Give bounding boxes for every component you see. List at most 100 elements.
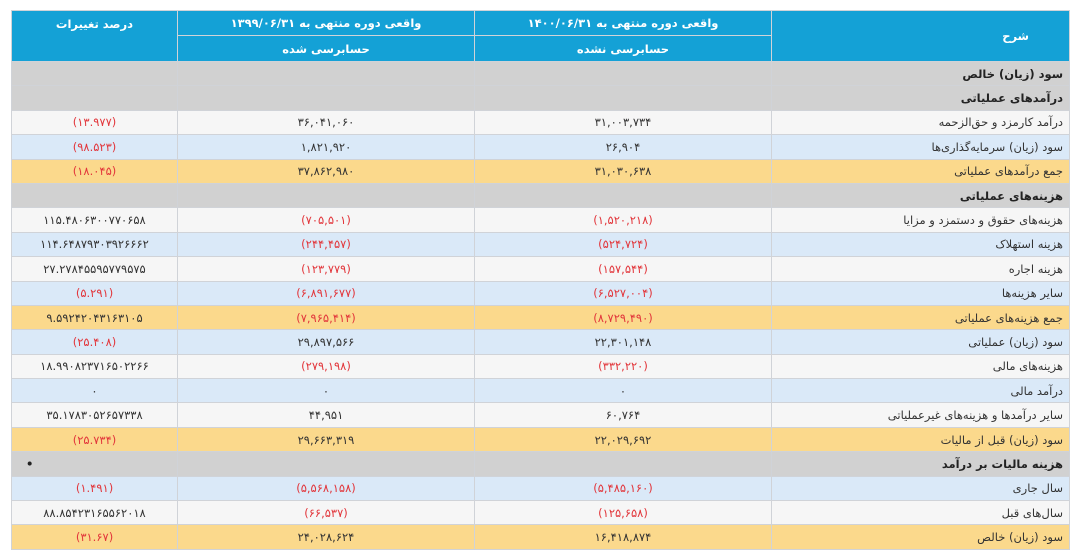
- row-label: سود (زیان) خالص: [771, 524, 1070, 550]
- current-value: (۳۳۲,۲۲۰): [474, 353, 772, 380]
- prior-value: [177, 451, 475, 477]
- change-percent: (۲۵.۷۳۴): [11, 426, 178, 453]
- current-value: (۱۲۵,۶۵۸): [474, 500, 772, 526]
- row-label: هزینه اجاره: [771, 256, 1070, 282]
- row-label: سود (زیان) خالص: [771, 60, 1070, 87]
- current-value: ۳۱,۰۳۰,۶۳۸: [474, 158, 772, 184]
- prior-value: (۲۴۴,۴۵۷): [177, 231, 475, 258]
- prior-value: ۳۶,۰۴۱,۰۶۰: [177, 109, 475, 136]
- prior-value: (۱۲۳,۷۷۹): [177, 256, 475, 282]
- current-value: [474, 85, 772, 111]
- change-percent: [11, 60, 178, 87]
- table-row: هزینه استهلاک (۵۲۴,۷۲۴) (۲۴۴,۴۵۷) ۱۱۴.۶۴…: [11, 231, 1070, 258]
- header-description: شرح: [771, 10, 1070, 62]
- prior-value: (۷۰۵,۵۰۱): [177, 207, 475, 233]
- change-percent: ۱۱۵.۴۸۰۶۳۰۰۷۷۰۶۵۸: [11, 207, 178, 233]
- row-label: سال‌های قبل: [771, 500, 1070, 526]
- row-label: هزینه مالیات بر درآمد: [771, 451, 1070, 477]
- table-row: هزینه‌های حقوق و دستمزد و مزایا (۱,۵۲۰,۲…: [11, 207, 1070, 233]
- row-label: درآمدهای عملیاتی: [771, 85, 1070, 111]
- row-label: درآمد مالی: [771, 378, 1070, 404]
- current-value: ۲۲,۳۰۱,۱۴۸: [474, 329, 772, 355]
- table-row: درآمد مالی ۰ ۰ ۰: [11, 378, 1070, 404]
- change-percent: (۳۱.۶۷): [11, 524, 178, 550]
- table-row: درآمد کارمزد و حق‌الزحمه ۳۱,۰۰۳,۷۳۴ ۳۶,۰…: [11, 109, 1070, 136]
- table-row: درآمدهای عملیاتی: [11, 85, 1070, 111]
- prior-value: (۵,۵۶۸,۱۵۸): [177, 475, 475, 502]
- table-row: هزینه مالیات بر درآمد •: [11, 451, 1070, 477]
- section-marker: •: [11, 451, 178, 477]
- row-label: سایر درآمدها و هزینه‌های غیرعملیاتی: [771, 402, 1070, 428]
- change-percent: (۹۸.۵۲۳): [11, 134, 178, 160]
- prior-value: (۲۷۹,۱۹۸): [177, 353, 475, 380]
- current-value: ۶۰,۷۶۴: [474, 402, 772, 428]
- prior-value: ۲۴,۰۲۸,۶۲۴: [177, 524, 475, 550]
- change-percent: ۸۸.۸۵۴۲۳۱۶۵۵۶۲۰۱۸: [11, 500, 178, 526]
- prior-value: ۲۹,۸۹۷,۵۶۶: [177, 329, 475, 355]
- current-value: ۲۶,۹۰۴: [474, 134, 772, 160]
- row-label: سود (زیان) سرمایه‌گذاری‌ها: [771, 134, 1070, 160]
- table-row: هزینه‌های عملیاتی: [11, 182, 1070, 209]
- row-label: هزینه‌های مالی: [771, 353, 1070, 380]
- table-row: جمع هزینه‌های عملیاتی (۸,۷۲۹,۴۹۰) (۷,۹۶۵…: [11, 304, 1070, 331]
- current-value: ۳۱,۰۰۳,۷۳۴: [474, 109, 772, 136]
- change-percent: ۱۱۴.۶۴۸۷۹۳۰۳۹۲۶۶۶۲: [11, 231, 178, 258]
- change-percent: (۵.۲۹۱): [11, 280, 178, 306]
- current-value: (۱۵۷,۵۴۴): [474, 256, 772, 282]
- table-row: سود (زیان) سرمایه‌گذاری‌ها ۲۶,۹۰۴ ۱,۸۲۱,…: [11, 134, 1070, 160]
- prior-value: (۷,۹۶۵,۴۱۴): [177, 304, 475, 331]
- current-value: (۶,۵۲۷,۰۰۴): [474, 280, 772, 306]
- table-row: هزینه‌های مالی (۳۳۲,۲۲۰) (۲۷۹,۱۹۸) ۱۸.۹۹…: [11, 353, 1070, 380]
- prior-value: (۶,۸۹۱,۶۷۷): [177, 280, 475, 306]
- row-label: درآمد کارمزد و حق‌الزحمه: [771, 109, 1070, 136]
- change-percent: ۹.۵۹۲۴۲۰۴۳۱۶۳۱۰۵: [11, 304, 178, 331]
- table-row: سایر درآمدها و هزینه‌های غیرعملیاتی ۶۰,۷…: [11, 402, 1070, 428]
- current-value: (۱,۵۲۰,۲۱۸): [474, 207, 772, 233]
- change-percent: (۱۸.۰۴۵): [11, 158, 178, 184]
- current-value: ۲۲,۰۲۹,۶۹۲: [474, 426, 772, 453]
- prior-value: ۲۹,۶۶۳,۳۱۹: [177, 426, 475, 453]
- prior-value: ۳۷,۸۶۲,۹۸۰: [177, 158, 475, 184]
- table-row: سایر هزینه‌ها (۶,۵۲۷,۰۰۴) (۶,۸۹۱,۶۷۷) (۵…: [11, 280, 1070, 306]
- row-label: سایر هزینه‌ها: [771, 280, 1070, 306]
- financial-statement: شرح واقعی دوره منتهی به ۱۴۰۰/۰۶/۳۱ واقعی…: [11, 10, 1070, 550]
- row-label: جمع درآمدهای عملیاتی: [771, 158, 1070, 184]
- current-value: ۰: [474, 378, 772, 404]
- table-row: سال جاری (۵,۴۸۵,۱۶۰) (۵,۵۶۸,۱۵۸) (۱.۴۹۱): [11, 475, 1070, 502]
- header-prior-audit-status: حسابرسی شده: [177, 35, 475, 62]
- change-percent: (۱۳.۹۷۷): [11, 109, 178, 136]
- change-percent: ۲۷.۲۷۸۴۵۵۹۵۷۷۹۵۷۵: [11, 256, 178, 282]
- change-percent: ۳۵.۱۷۸۳۰۵۲۶۵۷۳۳۸: [11, 402, 178, 428]
- row-label: هزینه‌های عملیاتی: [771, 182, 1070, 209]
- row-label: سود (زیان) عملیاتی: [771, 329, 1070, 355]
- change-percent: ۰: [11, 378, 178, 404]
- change-percent: (۲۵.۴۰۸): [11, 329, 178, 355]
- table-row: هزینه اجاره (۱۵۷,۵۴۴) (۱۲۳,۷۷۹) ۲۷.۲۷۸۴۵…: [11, 256, 1070, 282]
- current-value: [474, 182, 772, 209]
- row-label: هزینه استهلاک: [771, 231, 1070, 258]
- header-prior-period: واقعی دوره منتهی به ۱۳۹۹/۰۶/۳۱: [177, 10, 475, 36]
- prior-value: [177, 85, 475, 111]
- row-label: سود (زیان) قبل از مالیات: [771, 426, 1070, 453]
- income-statement-table: شرح واقعی دوره منتهی به ۱۴۰۰/۰۶/۳۱ واقعی…: [11, 10, 1070, 550]
- prior-value: [177, 60, 475, 87]
- row-label: هزینه‌های حقوق و دستمزد و مزایا: [771, 207, 1070, 233]
- current-value: [474, 451, 772, 477]
- prior-value: ۰: [177, 378, 475, 404]
- change-percent: [11, 182, 178, 209]
- prior-value: (۶۶,۵۳۷): [177, 500, 475, 526]
- row-label: سال جاری: [771, 475, 1070, 502]
- current-value: [474, 60, 772, 87]
- current-value: ۱۶,۴۱۸,۸۷۴: [474, 524, 772, 550]
- prior-value: [177, 182, 475, 209]
- header-change-percent: درصد تغییرات: [11, 10, 178, 62]
- current-value: (۵,۴۸۵,۱۶۰): [474, 475, 772, 502]
- table-row: سود (زیان) خالص ۱۶,۴۱۸,۸۷۴ ۲۴,۰۲۸,۶۲۴ (۳…: [11, 524, 1070, 550]
- table-row: سال‌های قبل (۱۲۵,۶۵۸) (۶۶,۵۳۷) ۸۸.۸۵۴۲۳۱…: [11, 500, 1070, 526]
- current-value: (۸,۷۲۹,۴۹۰): [474, 304, 772, 331]
- table-row: سود (زیان) قبل از مالیات ۲۲,۰۲۹,۶۹۲ ۲۹,۶…: [11, 426, 1070, 453]
- prior-value: ۱,۸۲۱,۹۲۰: [177, 134, 475, 160]
- change-percent: (۱.۴۹۱): [11, 475, 178, 502]
- table-row: سود (زیان) عملیاتی ۲۲,۳۰۱,۱۴۸ ۲۹,۸۹۷,۵۶۶…: [11, 329, 1070, 355]
- current-value: (۵۲۴,۷۲۴): [474, 231, 772, 258]
